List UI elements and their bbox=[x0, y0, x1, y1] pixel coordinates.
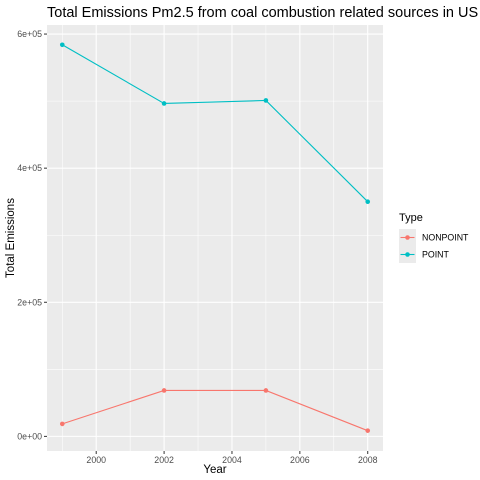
data-point-point bbox=[59, 42, 65, 48]
grid-minor bbox=[47, 25, 383, 451]
x-tick-label: 2006 bbox=[290, 455, 310, 465]
y-tick-label: 0e+00 bbox=[17, 431, 42, 441]
legend: Type NONPOINT POINT bbox=[399, 212, 469, 263]
data-point-point bbox=[365, 199, 371, 204]
plot-panel bbox=[47, 25, 383, 451]
data-point-nonpoint bbox=[59, 421, 65, 427]
series-layer bbox=[59, 42, 371, 433]
legend-title: Type bbox=[399, 212, 423, 224]
legend-label-point: POINT bbox=[422, 250, 450, 260]
y-axis-title: Total Emissions bbox=[5, 198, 17, 278]
legend-key-point-nonpoint bbox=[405, 235, 410, 240]
legend-key-point-point bbox=[405, 252, 410, 257]
series-line-point bbox=[61, 44, 369, 203]
data-point-nonpoint bbox=[161, 388, 167, 393]
data-point-point bbox=[161, 101, 167, 106]
x-tick-label: 2004 bbox=[222, 455, 242, 465]
legend-item-nonpoint: NONPOINT bbox=[399, 229, 469, 246]
y-tick-label: 2e+05 bbox=[17, 297, 42, 307]
data-point-nonpoint bbox=[365, 428, 371, 433]
y-tick-label: 4e+05 bbox=[17, 163, 42, 173]
y-axis: 0e+00 2e+05 4e+05 6e+05 bbox=[17, 29, 47, 441]
y-tick-label: 6e+05 bbox=[17, 29, 42, 39]
legend-items: NONPOINT POINT bbox=[399, 229, 469, 263]
data-point-nonpoint bbox=[263, 388, 269, 393]
legend-label-nonpoint: NONPOINT bbox=[422, 233, 469, 243]
series-line-nonpoint bbox=[62, 389, 368, 432]
x-tick-label: 2000 bbox=[86, 455, 106, 465]
x-axis-title: Year bbox=[203, 464, 226, 476]
legend-item-point: POINT bbox=[399, 246, 450, 263]
x-axis: 2000 2002 2004 2006 2008 bbox=[86, 451, 378, 465]
data-point-point bbox=[263, 98, 269, 103]
grid-major bbox=[47, 25, 383, 451]
chart-title: Total Emissions Pm2.5 from coal combusti… bbox=[47, 5, 478, 21]
x-tick-label: 2008 bbox=[358, 455, 378, 465]
x-tick-label: 2002 bbox=[154, 455, 174, 465]
